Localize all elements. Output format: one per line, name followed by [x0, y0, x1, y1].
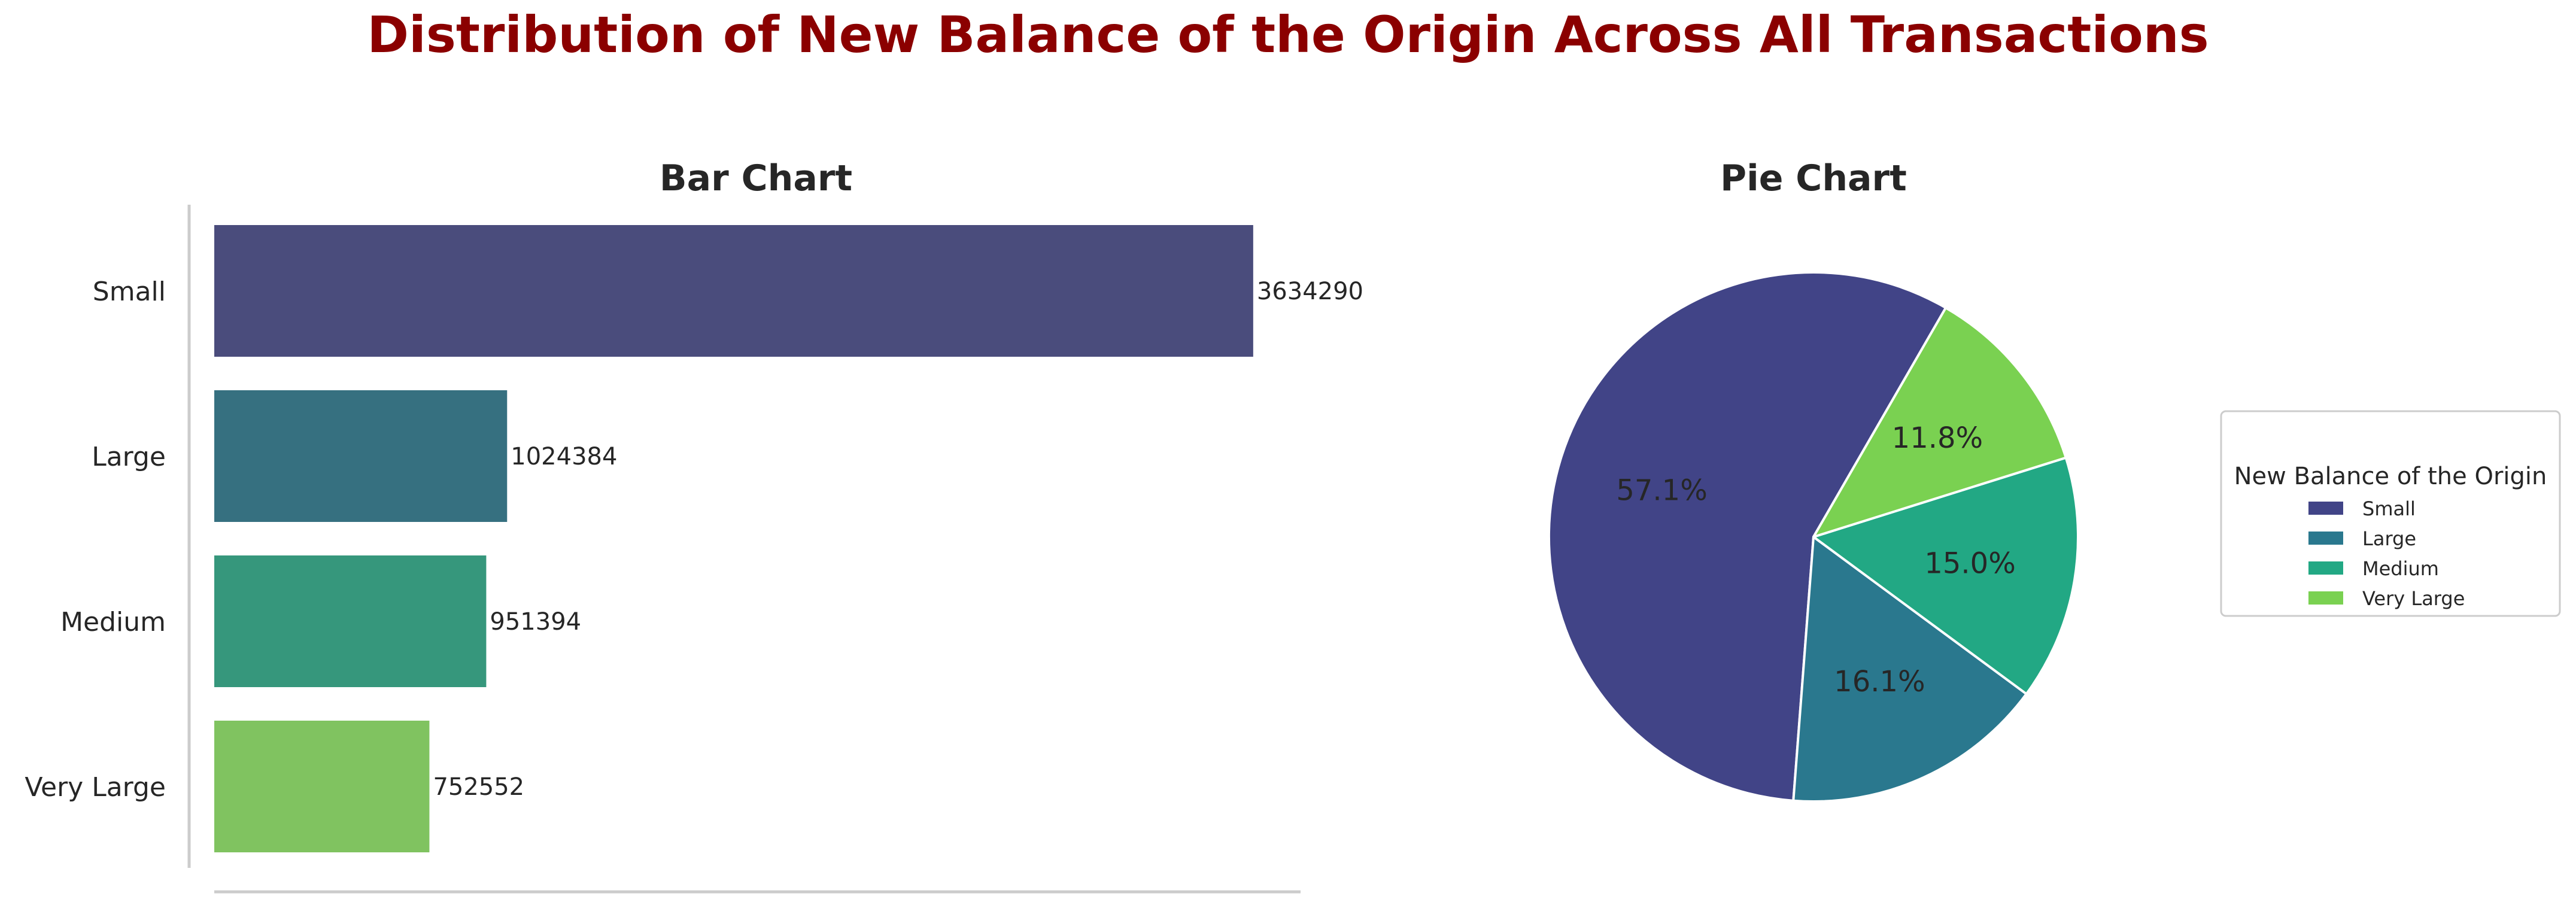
pie-pct-label-small: 57.1%	[1616, 474, 1707, 508]
bar-tick-label-very-large: Very Large	[25, 772, 166, 803]
legend-label-medium: Medium	[2362, 557, 2439, 580]
bar-value-label-very-large: 752552	[433, 773, 524, 801]
bar-medium	[214, 555, 487, 687]
legend-entries: Small Large Medium Very Large	[2308, 497, 2465, 610]
bar-value-label-large: 1024384	[511, 443, 617, 470]
legend-swatch-medium	[2308, 561, 2343, 575]
legend-swatch-very-large	[2308, 591, 2343, 605]
pie-marks: 57.1% 16.1% 15.0% 11.8%	[1547, 271, 2079, 803]
bar-very-large	[214, 721, 430, 852]
legend-label-very-large: Very Large	[2362, 587, 2465, 610]
bar-chart-title: Bar Chart	[660, 157, 852, 199]
figure-title: Distribution of New Balance of the Origi…	[367, 5, 2209, 64]
pie-chart-title: Pie Chart	[1720, 157, 1907, 199]
bar-small	[214, 225, 1253, 357]
pie-pct-label-large: 16.1%	[1834, 665, 1925, 699]
pie-legend: New Balance of the Origin Small Large Medi…	[2220, 410, 2561, 617]
pie-slice-large	[1792, 536, 2028, 803]
bar-tick-label-medium: Medium	[60, 607, 166, 637]
legend-swatch-large	[2308, 532, 2343, 545]
legend-label-large: Large	[2362, 527, 2416, 550]
bar-large	[214, 390, 508, 522]
bar-value-label-medium: 951394	[490, 608, 581, 636]
bar-marks: Small 3634290 Large 1024384 Medium 951394 Very…	[25, 225, 1363, 852]
bar-tick-label-small: Small	[93, 277, 166, 307]
bar-value-label-small: 3634290	[1257, 278, 1363, 305]
legend-label-small: Small	[2362, 497, 2416, 520]
pie-pct-label-medium: 15.0%	[1924, 547, 2015, 581]
legend-title: New Balance of the Origin	[2234, 463, 2547, 490]
pie-chart-panel: Pie Chart 57.1% 16.1% 15.0% 11.8% New Balan…	[1547, 157, 2561, 803]
pie-slice-small	[1547, 271, 1947, 802]
legend-frame	[2220, 410, 2561, 617]
pie-pct-label-very-large: 11.8%	[1892, 421, 1983, 455]
bar-tick-label-large: Large	[92, 442, 166, 472]
bar-chart-panel: Bar Chart Small 3634290 Large 1024384 Medium…	[25, 157, 1363, 894]
pie-slice-very-large	[1812, 306, 2067, 538]
legend-swatch-small	[2308, 502, 2343, 515]
